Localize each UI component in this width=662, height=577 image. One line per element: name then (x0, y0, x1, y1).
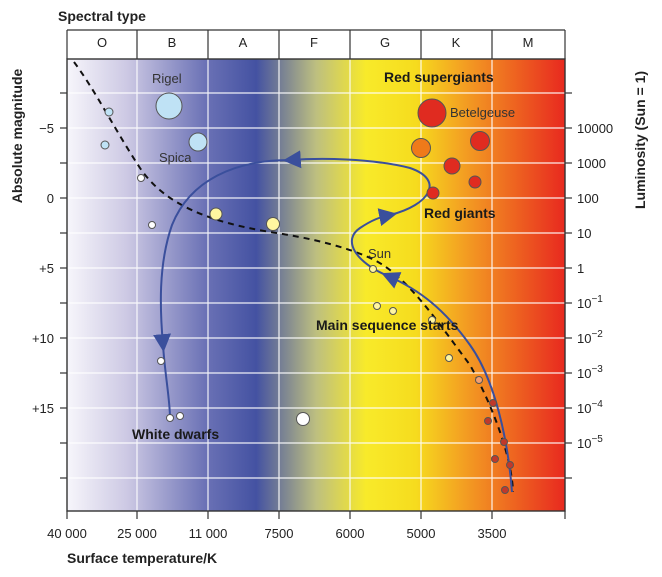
star-ms-1 (373, 302, 381, 310)
spectral-type-m: M (523, 35, 534, 50)
luminosity-label-6: 10−2 (577, 329, 603, 346)
evolution-track-to-dwarf (153, 159, 291, 353)
luminosity-label-2: 100 (577, 191, 599, 206)
spectral-type-f: F (310, 35, 318, 50)
stars (100, 92, 514, 494)
spectral-type-g: G (380, 35, 390, 50)
temperature-label-7500: 7500 (265, 526, 294, 541)
star-blue-2 (100, 140, 110, 150)
luminosity-label-7: 10−3 (577, 364, 603, 381)
spectral-type-o: O (97, 35, 107, 50)
temperature-label-3500: 3500 (478, 526, 507, 541)
plot-frame (66, 58, 566, 512)
star-white-dwarf-4 (296, 412, 310, 426)
luminosity-label-4: 1 (577, 261, 584, 276)
grid (67, 59, 565, 511)
evolution-track-to-giant (350, 208, 398, 277)
star-yellow-1 (209, 207, 223, 221)
evolution-track-main (381, 272, 513, 493)
temperature-label-5000: 5000 (407, 526, 436, 541)
star-red-dwarf-4 (491, 455, 499, 463)
absolute-magnitude-labels: −5 0 +5 +10 +15 (32, 121, 54, 416)
star-blue-1 (104, 107, 114, 117)
evolution-track-dwarf-end (162, 344, 171, 419)
spectral-type-k: K (452, 35, 461, 50)
star-spica (188, 132, 208, 152)
magnitude-label-minus5: −5 (39, 121, 54, 136)
star-white-2 (148, 221, 156, 229)
temperature-label-40000: 40 000 (47, 526, 87, 541)
magnitude-label-plus5: +5 (39, 261, 54, 276)
star-ms-2 (389, 307, 397, 315)
label-main-sequence: Main sequence starts (316, 317, 459, 333)
label-red-giants: Red giants (424, 205, 496, 221)
spectral-type-a: A (239, 35, 248, 50)
magnitude-label-plus15: +15 (32, 401, 54, 416)
star-red-dwarf-5 (506, 461, 514, 469)
star-supergiant-1 (411, 138, 431, 158)
spectral-type-b: B (168, 35, 177, 50)
top-axis-ticks (66, 30, 566, 59)
luminosity-label-3: 10 (577, 226, 591, 241)
star-white-dwarf-1 (157, 357, 165, 365)
evolution-track-giant-loop (282, 150, 431, 216)
star-ms-4 (445, 354, 453, 362)
top-axis-title: Spectral type (58, 8, 146, 24)
bottom-axis-title: Surface temperature/K (67, 550, 217, 566)
temperature-label-11000: 11 000 (189, 526, 228, 541)
temperature-label-6000: 6000 (336, 526, 365, 541)
label-betelgeuse: Betelgeuse (450, 105, 515, 120)
luminosity-label-5: 10−1 (577, 294, 603, 311)
spectral-type-labels: O B A F G K M (97, 35, 533, 50)
left-axis-ticks (60, 92, 67, 479)
star-red-dwarf-1 (489, 399, 497, 407)
star-ms-3 (428, 316, 436, 324)
star-rigel (155, 92, 183, 120)
star-sun (369, 265, 377, 273)
left-axis-title: Absolute magnitude (9, 69, 25, 204)
luminosity-label-1: 1000 (577, 156, 606, 171)
label-white-dwarfs: White dwarfs (132, 426, 219, 442)
temperature-label-25000: 25 000 (117, 526, 157, 541)
luminosity-labels: 10000 1000 100 10 1 10−1 10−2 10−3 10−4 … (577, 121, 613, 451)
star-giant-1 (468, 175, 482, 189)
star-red-dwarf-6 (501, 486, 509, 494)
star-betelgeuse (417, 98, 447, 128)
star-giant-2 (426, 186, 440, 200)
right-axis-title: Luminosity (Sun = 1) (632, 71, 648, 209)
magnitude-label-plus10: +10 (32, 331, 54, 346)
luminosity-label-9: 10−5 (577, 434, 603, 451)
star-yellow-2 (266, 217, 280, 231)
star-ms-5 (475, 376, 483, 384)
label-sun: Sun (368, 246, 391, 261)
temperature-labels: 40 000 25 000 11 000 7500 6000 5000 3500 (47, 526, 506, 541)
star-red-dwarf-2 (484, 417, 492, 425)
star-white-dwarf-3 (176, 412, 184, 420)
label-red-supergiants: Red supergiants (384, 69, 494, 85)
star-white-dwarf-2 (166, 414, 174, 422)
label-rigel: Rigel (152, 71, 182, 86)
star-white-1 (137, 174, 145, 182)
star-red-dwarf-3 (500, 438, 508, 446)
bottom-axis-ticks (66, 511, 566, 519)
magnitude-label-0: 0 (47, 191, 54, 206)
luminosity-label-8: 10−4 (577, 399, 603, 416)
right-axis-ticks (565, 92, 572, 479)
label-spica: Spica (159, 150, 192, 165)
star-supergiant-3 (443, 157, 461, 175)
luminosity-label-0: 10000 (577, 121, 613, 136)
star-supergiant-2 (470, 131, 490, 151)
